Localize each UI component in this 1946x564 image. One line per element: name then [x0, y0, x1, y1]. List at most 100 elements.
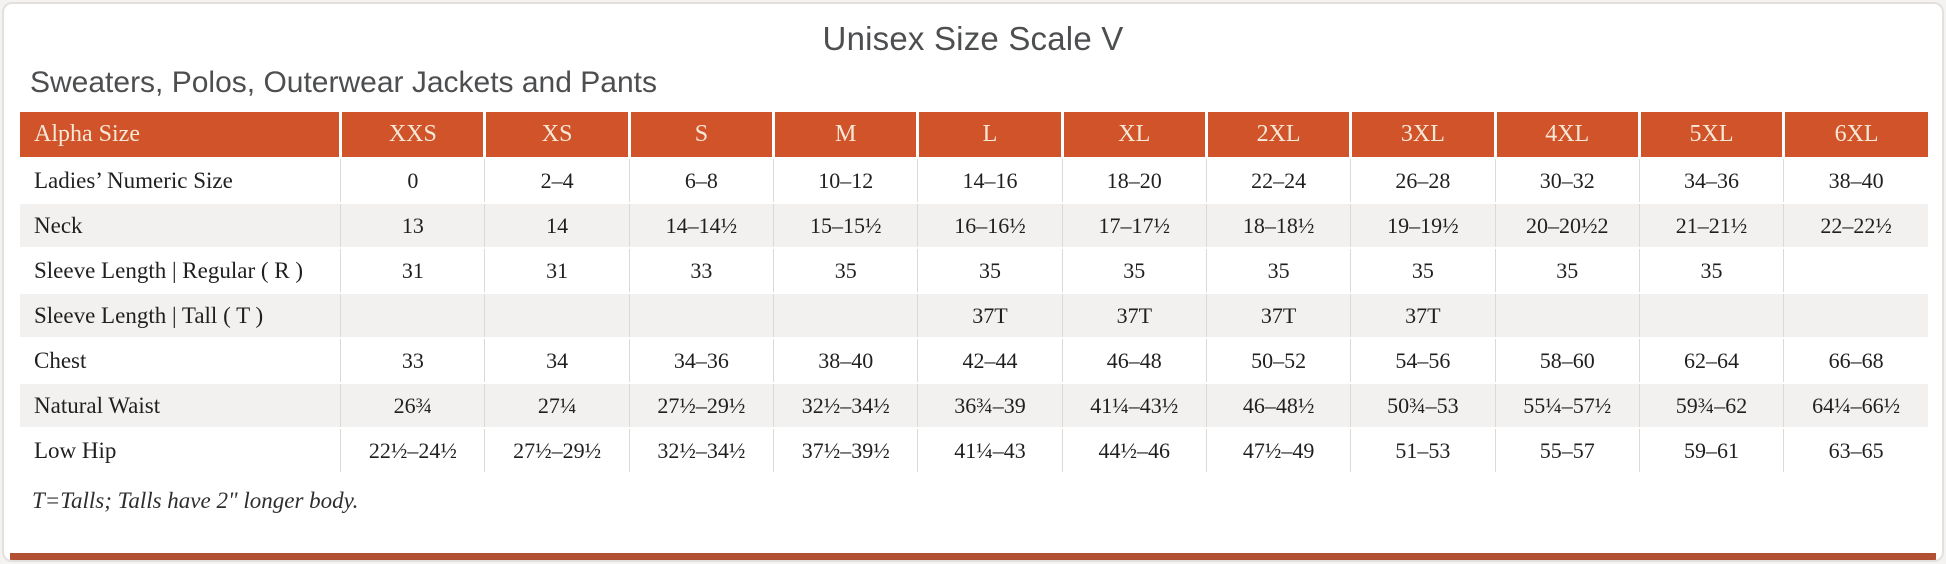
size-value-cell: 21–21½ — [1638, 203, 1784, 248]
size-value-cell: 18–18½ — [1205, 203, 1351, 248]
size-value-cell: 46–48 — [1061, 338, 1207, 383]
size-value-cell: 22½–24½ — [340, 428, 485, 472]
size-value-cell: 33 — [340, 338, 485, 383]
size-value-cell: 55¼–57½ — [1494, 383, 1640, 428]
table-row: Ladies’ Numeric Size 0 2–4 6–8 10–12 14–16 18–… — [20, 158, 1928, 203]
size-value-cell: 34–36 — [628, 338, 774, 383]
header-cell-size: M — [772, 112, 918, 158]
size-value-cell: 0 — [340, 158, 485, 203]
size-value-cell: 59¾–62 — [1638, 383, 1784, 428]
size-value-cell: 41¼–43½ — [1061, 383, 1207, 428]
size-value-cell: 54–56 — [1350, 338, 1496, 383]
row-label: Chest — [34, 347, 87, 373]
size-value-cell: 35 — [1350, 248, 1496, 293]
table-row: Natural Waist 26¾ 27¼ 27½–29½ 32½–34½ 36¾–39 4… — [20, 383, 1928, 428]
header-cell-size: 6XL — [1782, 112, 1928, 158]
size-value-cell: 13 — [340, 203, 485, 248]
header-cell-size: XS — [483, 112, 630, 158]
table-row: Chest 33 34 34–36 38–40 42–44 46–48 50–52 54–56 5… — [20, 338, 1928, 383]
size-value-cell: 27½–29½ — [628, 383, 774, 428]
size-value-cell — [484, 293, 630, 338]
size-value-cell: 44½–46 — [1061, 428, 1207, 472]
size-value-cell: 35 — [773, 248, 918, 293]
size-value-cell — [628, 293, 774, 338]
size-value-cell: 19–19½ — [1350, 203, 1496, 248]
size-value-cell: 20–20½2 — [1494, 203, 1640, 248]
row-label: Ladies’ Numeric Size — [34, 167, 233, 193]
size-value-cell: 58–60 — [1494, 338, 1640, 383]
size-value-cell: 37T — [917, 293, 1063, 338]
size-value-cell — [1638, 293, 1784, 338]
size-value-cell: 66–68 — [1783, 338, 1928, 383]
size-value-cell: 62–64 — [1638, 338, 1784, 383]
table-row: Low Hip 22½–24½ 27½–29½ 32½–34½ 37½–39½ 41¼–4… — [20, 428, 1928, 472]
size-value-cell: 22–22½ — [1783, 203, 1928, 248]
size-value-cell: 26–28 — [1350, 158, 1496, 203]
header-cell-size: 5XL — [1637, 112, 1784, 158]
header-cell-size: 3XL — [1349, 112, 1496, 158]
size-value-cell: 27½–29½ — [484, 428, 630, 472]
size-value-cell: 46–48½ — [1205, 383, 1351, 428]
size-value-cell: 6–8 — [628, 158, 774, 203]
size-value-cell: 55–57 — [1494, 428, 1640, 472]
size-value-cell: 34–36 — [1638, 158, 1784, 203]
row-label: Sleeve Length | Regular ( R ) — [34, 257, 304, 283]
page-title: Unisex Size Scale V — [822, 20, 1124, 57]
size-value-cell: 50–52 — [1205, 338, 1351, 383]
size-value-cell: 30–32 — [1494, 158, 1640, 203]
header-cell-size: L — [916, 112, 1063, 158]
size-value-cell: 51–53 — [1350, 428, 1496, 472]
size-value-cell: 35 — [1061, 248, 1207, 293]
size-value-cell: 38–40 — [773, 338, 918, 383]
size-value-cell: 27¼ — [484, 383, 630, 428]
row-label: Low Hip — [34, 437, 117, 463]
size-value-cell: 16–16½ — [917, 203, 1063, 248]
size-value-cell: 18–20 — [1061, 158, 1207, 203]
size-value-cell: 32½–34½ — [773, 383, 918, 428]
size-value-cell — [773, 293, 918, 338]
size-value-cell — [1783, 248, 1928, 293]
table-header-row: Alpha Size XXS XS S M L XL 2XL 3XL 4XL 5XL 6XL — [20, 112, 1928, 158]
size-value-cell: 64¼–66½ — [1783, 383, 1928, 428]
size-value-cell — [1783, 293, 1928, 338]
size-value-cell: 31 — [484, 248, 630, 293]
page-subtitle: Sweaters, Polos, Outerwear Jackets and P… — [30, 66, 657, 99]
size-value-cell: 15–15½ — [773, 203, 918, 248]
size-value-cell — [1494, 293, 1640, 338]
size-table: Alpha Size XXS XS S M L XL 2XL 3XL 4XL 5XL 6XL Ladi… — [20, 112, 1928, 472]
size-value-cell: 50¾–53 — [1350, 383, 1496, 428]
size-value-cell: 26¾ — [340, 383, 485, 428]
size-value-cell: 34 — [484, 338, 630, 383]
header-cell-size: S — [627, 112, 774, 158]
size-value-cell: 37½–39½ — [773, 428, 918, 472]
header-cell-alpha-size: Alpha Size — [20, 112, 341, 158]
header-cell-size: XXS — [339, 112, 485, 158]
size-value-cell: 63–65 — [1783, 428, 1928, 472]
size-value-cell: 35 — [917, 248, 1063, 293]
footnote: T=Talls; Talls have 2" longer body. — [32, 488, 359, 513]
table-row: Sleeve Length | Tall ( T ) 37T 37T 37T 37T — [20, 293, 1928, 338]
size-value-cell: 14–14½ — [628, 203, 774, 248]
size-value-cell — [340, 293, 485, 338]
header-cell-size: 4XL — [1493, 112, 1640, 158]
row-label: Sleeve Length | Tall ( T ) — [34, 302, 264, 328]
row-label: Neck — [34, 212, 83, 238]
size-value-cell: 38–40 — [1783, 158, 1928, 203]
size-value-cell: 59–61 — [1638, 428, 1784, 472]
size-value-cell: 35 — [1494, 248, 1640, 293]
size-value-cell: 14 — [484, 203, 630, 248]
size-value-cell: 41¼–43 — [917, 428, 1063, 472]
size-value-cell: 14–16 — [917, 158, 1063, 203]
size-value-cell: 33 — [628, 248, 774, 293]
size-value-cell: 36¾–39 — [917, 383, 1063, 428]
size-value-cell: 32½–34½ — [628, 428, 774, 472]
row-label: Natural Waist — [34, 392, 161, 418]
size-value-cell: 2–4 — [484, 158, 630, 203]
size-value-cell: 31 — [340, 248, 485, 293]
size-value-cell: 47½–49 — [1205, 428, 1351, 472]
size-value-cell: 35 — [1205, 248, 1351, 293]
size-value-cell: 37T — [1061, 293, 1207, 338]
next-table-header-peek — [10, 553, 1936, 560]
size-value-cell: 42–44 — [917, 338, 1063, 383]
